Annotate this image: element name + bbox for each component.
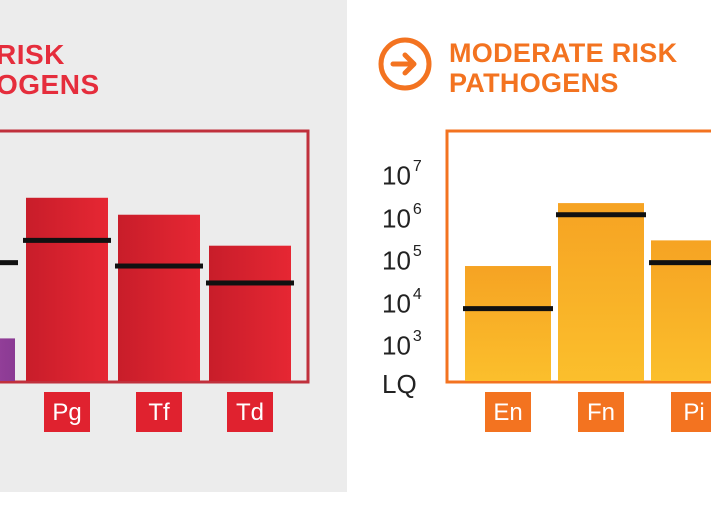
left-bar-partial <box>0 338 15 381</box>
arrow-right-circle-icon <box>378 37 432 91</box>
left-label-bg-Td <box>227 392 273 432</box>
y-tick-label: 10 6 <box>382 200 422 234</box>
y-tick-label: LQ <box>382 369 417 399</box>
right-category-label: Fn <box>587 399 615 426</box>
left-marker-Tf <box>115 263 203 269</box>
left-bar-Pg <box>26 197 108 381</box>
left-marker-partial <box>0 260 18 266</box>
left-category-label: Pg <box>52 399 81 426</box>
left-title-line-1: RISK <box>0 39 65 70</box>
left-title: RISK OGENS <box>0 40 100 100</box>
right-label-bg-Pi <box>671 392 711 432</box>
right-title-line-1: MODERATE RISK <box>449 38 678 68</box>
right-label-bg-En <box>485 392 531 432</box>
left-category-label: Td <box>236 399 264 426</box>
left-title-line-2: OGENS <box>0 69 100 100</box>
left-label-bg-Pg <box>44 392 90 432</box>
left-bar-Td <box>209 245 291 381</box>
right-marker-Fn <box>556 212 646 218</box>
y-tick-label: 10 5 <box>382 243 422 276</box>
right-chart-frame <box>445 129 711 384</box>
y-tick-label: 10 7 <box>382 158 422 191</box>
right-marker-En <box>463 306 553 312</box>
y-tick-label: 10 4 <box>382 285 422 319</box>
right-title-line-2: PATHOGENS <box>449 68 619 98</box>
left-marker-Td <box>206 280 294 286</box>
right-label-bg-Fn <box>578 392 624 432</box>
right-category-label: Pi <box>683 399 704 426</box>
right-category-label: En <box>493 399 522 426</box>
left-bar-Tf <box>118 214 200 381</box>
right-bar-En <box>465 266 551 381</box>
left-label-bg-Tf <box>136 392 182 432</box>
right-title: MODERATE RISK PATHOGENS <box>449 38 677 98</box>
left-marker-Pg <box>23 237 111 243</box>
right-bar-Fn <box>558 203 644 381</box>
right-marker-Pi <box>649 260 711 266</box>
left-chart-frame <box>0 129 310 384</box>
left-category-label: Tf <box>148 399 170 426</box>
bottom-strip <box>0 492 711 515</box>
y-tick-label: 10 3 <box>382 328 422 362</box>
